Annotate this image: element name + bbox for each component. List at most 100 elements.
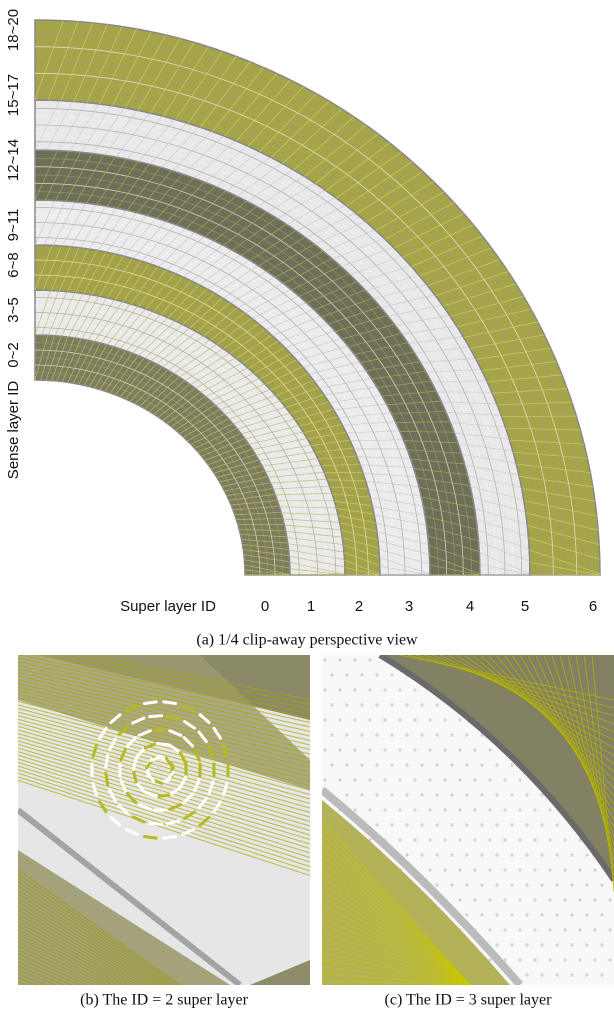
wire-dot — [405, 853, 408, 856]
wire-dot — [420, 763, 423, 766]
wire-dot — [323, 688, 326, 691]
wire-dot — [413, 748, 416, 751]
wire-dot — [458, 868, 461, 871]
sense-layer-group-label: 12~14 — [5, 139, 22, 181]
wire-dot — [518, 838, 521, 841]
wire-dot — [525, 883, 528, 886]
wire-dot — [495, 793, 498, 796]
wire-dot — [338, 748, 341, 751]
super-layer-id-label: 0 — [261, 598, 269, 615]
wire-dot — [353, 688, 356, 691]
wire-dot — [390, 793, 393, 796]
wire-dot — [495, 763, 498, 766]
wire-dot — [593, 898, 596, 901]
sense-layer-group-label: 18~20 — [5, 9, 22, 51]
wire-dot — [398, 838, 401, 841]
wire-dot — [533, 928, 536, 931]
wire-dot — [383, 748, 386, 751]
wire-dot — [548, 898, 551, 901]
wire-dot — [608, 898, 611, 901]
wire-dot — [593, 868, 596, 871]
wire-dot — [435, 853, 438, 856]
wire-dot — [443, 808, 446, 811]
wire-dot — [443, 868, 446, 871]
wire-dot — [450, 853, 453, 856]
wire-dot — [375, 703, 378, 706]
wire-dot — [563, 898, 566, 901]
wire-dot — [458, 748, 461, 751]
wire-dot — [405, 793, 408, 796]
wire-dot — [375, 733, 378, 736]
wire-dot — [345, 703, 348, 706]
wire-dot — [323, 748, 326, 751]
wire-dot — [563, 838, 566, 841]
super-layer-id-label: 1 — [307, 598, 315, 615]
wire-end — [106, 755, 108, 767]
wire-dot — [353, 808, 356, 811]
wire-dot — [503, 928, 506, 931]
wire-dot — [443, 838, 446, 841]
wire-dot — [563, 958, 566, 961]
wire-dot — [465, 823, 468, 826]
wire-dot — [488, 748, 491, 751]
wire-dot — [495, 883, 498, 886]
wire-dot — [353, 718, 356, 721]
wire-dot — [428, 718, 431, 721]
wire-dot — [533, 958, 536, 961]
wire-dot — [555, 973, 558, 976]
wire-dot — [345, 793, 348, 796]
wire-dot — [413, 778, 416, 781]
wire-dot — [480, 853, 483, 856]
wire-dot — [435, 883, 438, 886]
wire-dot — [503, 868, 506, 871]
wire-dot — [420, 853, 423, 856]
wire-dot — [443, 778, 446, 781]
wire-dot — [503, 898, 506, 901]
wire-dot — [495, 913, 498, 916]
wire-dot — [488, 808, 491, 811]
wire-dot — [428, 808, 431, 811]
wire-dot — [548, 808, 551, 811]
wire-dot — [488, 898, 491, 901]
wire-dot — [600, 943, 603, 946]
wire-dot — [435, 763, 438, 766]
wire-dot — [593, 958, 596, 961]
wire-dot — [510, 913, 513, 916]
wire-dot — [443, 748, 446, 751]
wire-dot — [375, 763, 378, 766]
wire-dot — [518, 898, 521, 901]
wire-dot — [368, 778, 371, 781]
wire-dot — [458, 778, 461, 781]
wire-dot — [540, 793, 543, 796]
wire-dot — [323, 778, 326, 781]
wire-dot — [398, 778, 401, 781]
wire-dot — [428, 778, 431, 781]
wire-dot — [548, 868, 551, 871]
wire-dot — [503, 838, 506, 841]
wire-dot — [413, 688, 416, 691]
wire-dot — [368, 658, 371, 661]
wire-dot — [533, 898, 536, 901]
wire-dot — [405, 733, 408, 736]
wire-dot — [563, 928, 566, 931]
wire-dot — [383, 808, 386, 811]
wire-dot — [428, 838, 431, 841]
caption-a: (a) 1/4 clip-away perspective view — [196, 632, 418, 649]
wire-dot — [338, 658, 341, 661]
wire-dot — [570, 883, 573, 886]
wire-dot — [458, 718, 461, 721]
super-layer-id-label: 4 — [466, 598, 474, 615]
wire-dot — [360, 763, 363, 766]
wire-dot — [578, 868, 581, 871]
panel-c — [322, 655, 614, 988]
wire-dot — [593, 928, 596, 931]
wire-dot — [450, 823, 453, 826]
wire-dot — [600, 913, 603, 916]
wire-dot — [465, 733, 468, 736]
wire-end — [157, 743, 169, 744]
wire-dot — [450, 733, 453, 736]
wire-dot — [338, 688, 341, 691]
wire-dot — [510, 883, 513, 886]
wire-dot — [600, 973, 603, 976]
wire-dot — [443, 718, 446, 721]
